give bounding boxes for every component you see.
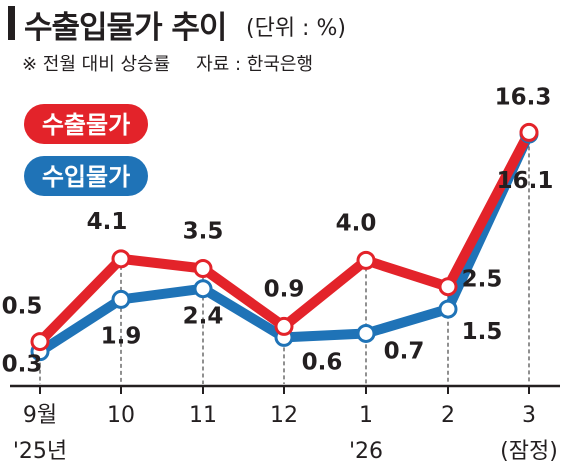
data-point [111,289,131,309]
data-label: 1.5 [462,319,503,345]
x-tick-label: 10 [107,403,135,428]
data-point [193,279,213,299]
x-tick-label: 11 [189,403,217,428]
data-point [356,323,376,343]
legend-label: 수입물가 [42,163,130,191]
x-tick-label: 9월 [23,403,57,428]
data-point [519,122,539,142]
data-point [274,316,294,336]
data-point [111,249,131,269]
data-label: 3.5 [183,219,224,245]
data-label: 2.5 [462,267,503,293]
data-label: 1.9 [101,323,142,349]
data-point [356,250,376,270]
data-label: 4.0 [336,210,377,236]
x-tick-label: 12 [270,403,298,428]
data-label: 4.1 [87,209,128,235]
x-tick-sublabel: '25년 [13,439,67,464]
data-point [30,332,50,352]
data-label: 16.3 [495,84,552,110]
x-tick-label: 1 [359,403,373,428]
legend-swatch [24,104,148,144]
data-label: 0.3 [2,352,43,378]
data-label: 0.6 [302,349,343,375]
data-label: 0.5 [2,294,43,320]
data-label: 0.9 [264,276,305,302]
title-accent-bar [8,6,15,40]
data-point [438,299,458,319]
data-label: 2.4 [183,304,224,330]
x-tick-label: 3 [522,403,536,428]
unit-label: (단위 : %) [246,16,346,41]
legend-label: 수출물가 [42,111,130,139]
x-tick-sublabel: '26 [349,439,383,464]
data-point [193,259,213,279]
note-text: ※ 전월 대비 상승률 [22,54,171,75]
data-label: 16.1 [497,168,554,194]
chart-note: ※ 전월 대비 상승률 자료 : 한국은행 [22,50,313,76]
data-label: 0.7 [384,338,425,364]
source-text: 자료 : 한국은행 [196,54,314,75]
x-tick-sublabel: (잠정) [500,439,558,464]
legend-swatch [24,156,148,196]
x-tick-label: 2 [441,403,455,428]
data-point [438,277,458,297]
chart-title: 수출입물가 추이 [24,10,227,46]
